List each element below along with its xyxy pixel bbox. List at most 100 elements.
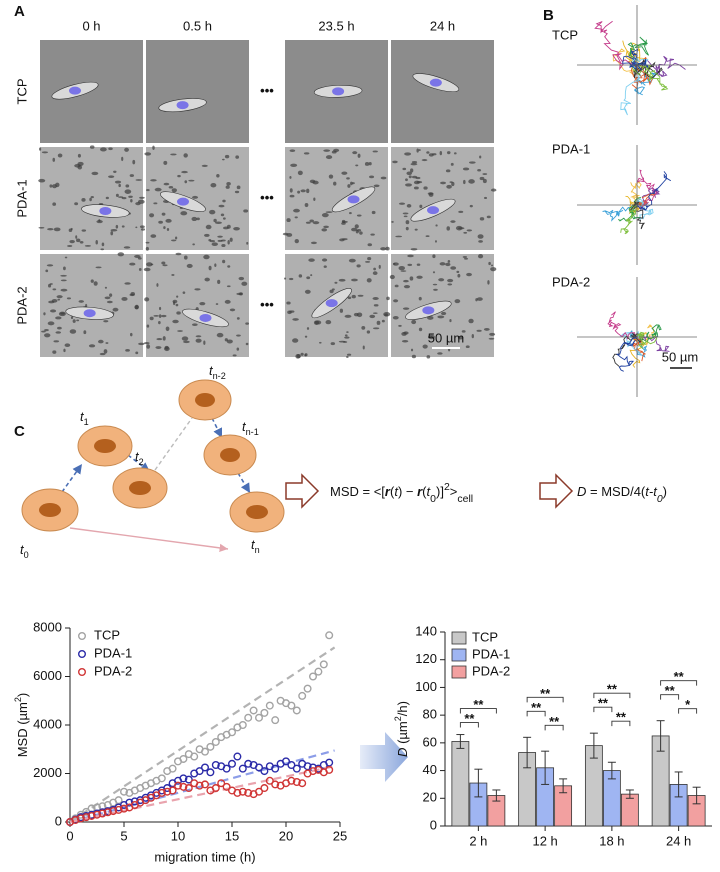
point — [114, 805, 123, 814]
point — [103, 808, 112, 817]
texture — [361, 326, 366, 330]
image-bg — [146, 147, 249, 250]
texture — [130, 199, 133, 203]
texture — [292, 338, 299, 343]
texture — [372, 312, 378, 314]
texture — [218, 204, 225, 208]
texture — [296, 353, 301, 359]
texture — [48, 283, 52, 288]
texture — [227, 240, 230, 245]
texture — [125, 184, 130, 188]
y-tick-label: 0 — [430, 817, 437, 832]
texture — [458, 210, 464, 213]
texture — [158, 321, 161, 325]
texture — [294, 216, 298, 219]
texture — [348, 258, 356, 263]
texture — [407, 263, 413, 267]
texture — [410, 348, 414, 352]
texture — [154, 187, 162, 192]
texture — [79, 240, 84, 244]
point — [168, 786, 177, 795]
texture — [341, 171, 348, 175]
texture — [117, 252, 125, 257]
texture — [441, 311, 447, 316]
texture — [233, 227, 240, 231]
texture — [413, 180, 420, 185]
rich-text: t1 — [80, 409, 89, 427]
text-part: t-t — [645, 484, 658, 499]
point — [211, 737, 220, 746]
texture — [437, 352, 443, 355]
ellipsis: ••• — [260, 190, 274, 205]
texture — [479, 217, 485, 221]
texture — [486, 215, 491, 219]
texture — [461, 330, 466, 333]
point — [179, 782, 188, 791]
texture — [438, 278, 445, 282]
texture — [146, 262, 153, 267]
micrograph — [389, 254, 497, 359]
point — [92, 810, 101, 819]
texture — [91, 171, 99, 176]
text-part: ) — [15, 693, 30, 697]
texture — [44, 329, 49, 332]
texture — [175, 252, 182, 256]
texture — [110, 231, 114, 236]
texture — [177, 330, 183, 332]
texture — [60, 288, 68, 292]
point — [190, 752, 199, 761]
texture — [439, 262, 446, 266]
texture — [411, 354, 417, 359]
texture — [134, 305, 139, 310]
texture — [213, 218, 217, 223]
texture — [346, 355, 349, 358]
texture — [203, 254, 210, 260]
trajectory — [620, 58, 649, 116]
image-bg — [146, 40, 249, 143]
texture — [287, 310, 292, 315]
texture — [373, 327, 380, 330]
texture — [373, 304, 379, 307]
texture — [138, 342, 145, 346]
rich-text: MSD (µm2) — [13, 693, 30, 758]
texture — [407, 254, 414, 258]
texture — [450, 220, 456, 223]
text-part: t — [251, 537, 256, 552]
texture — [490, 264, 494, 267]
texture — [304, 202, 309, 208]
texture — [146, 189, 150, 192]
texture — [38, 178, 46, 183]
legend-swatch — [451, 648, 467, 662]
texture — [403, 215, 408, 218]
texture — [236, 347, 240, 351]
ellipsis: ••• — [260, 297, 274, 312]
texture — [312, 221, 320, 225]
nucleus — [176, 101, 189, 110]
texture — [325, 155, 333, 160]
texture — [104, 286, 108, 289]
texture — [81, 197, 86, 202]
y-tick-label: 80 — [423, 707, 437, 722]
text-part: = MSD/4( — [586, 484, 646, 499]
text-part: r — [385, 484, 391, 499]
point — [119, 787, 128, 796]
texture — [356, 214, 362, 217]
point — [298, 691, 307, 700]
texture — [214, 221, 222, 224]
significance-bracket — [544, 724, 564, 731]
texture — [52, 157, 56, 162]
texture — [89, 145, 95, 149]
point — [173, 781, 182, 790]
texture — [323, 225, 329, 229]
texture — [115, 224, 119, 229]
texture — [445, 169, 451, 173]
text-part: t — [20, 542, 25, 557]
trajectory — [636, 171, 672, 211]
texture — [304, 353, 308, 357]
texture — [227, 265, 231, 268]
texture — [211, 242, 218, 247]
legend-marker — [77, 668, 86, 677]
texture — [57, 153, 63, 158]
texture — [105, 342, 109, 344]
